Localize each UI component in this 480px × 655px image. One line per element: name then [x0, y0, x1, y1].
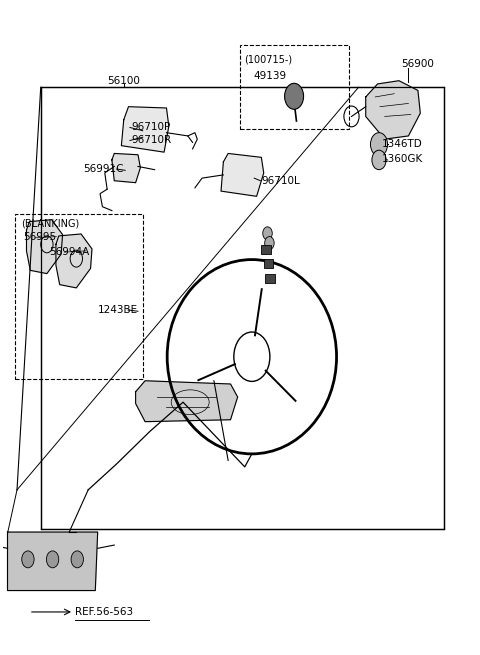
Circle shape — [47, 551, 59, 568]
Text: 56100: 56100 — [108, 76, 140, 86]
Polygon shape — [26, 219, 62, 274]
Text: 56994A: 56994A — [49, 247, 90, 257]
Text: 56995: 56995 — [23, 232, 56, 242]
Circle shape — [263, 227, 272, 240]
Bar — [14, 214, 143, 379]
Polygon shape — [112, 153, 140, 183]
Polygon shape — [221, 153, 264, 196]
Polygon shape — [136, 381, 238, 422]
Text: 49139: 49139 — [253, 71, 287, 81]
Text: 1346TD: 1346TD — [382, 140, 422, 149]
Text: (BLANKING): (BLANKING) — [21, 219, 79, 229]
Text: 1360GK: 1360GK — [382, 154, 422, 164]
Circle shape — [22, 551, 34, 568]
Polygon shape — [121, 107, 169, 152]
Text: 96710L: 96710L — [261, 176, 300, 186]
Polygon shape — [56, 234, 92, 288]
Circle shape — [71, 551, 84, 568]
Text: 56991C: 56991C — [84, 164, 124, 174]
Bar — [240, 45, 349, 130]
Polygon shape — [8, 532, 97, 591]
Text: 1243BE: 1243BE — [97, 305, 138, 315]
Bar — [264, 259, 273, 269]
Text: (100715-): (100715-) — [244, 55, 292, 65]
Text: REF.56-563: REF.56-563 — [75, 607, 133, 617]
Bar — [41, 87, 444, 529]
Bar — [265, 274, 275, 283]
Circle shape — [264, 236, 274, 250]
Text: 56900: 56900 — [401, 60, 434, 69]
Polygon shape — [366, 81, 420, 139]
Bar — [261, 245, 271, 254]
Circle shape — [372, 150, 386, 170]
Circle shape — [285, 83, 303, 109]
Circle shape — [371, 133, 387, 156]
Text: 96710P: 96710P — [131, 122, 170, 132]
Text: 96710R: 96710R — [131, 136, 171, 145]
